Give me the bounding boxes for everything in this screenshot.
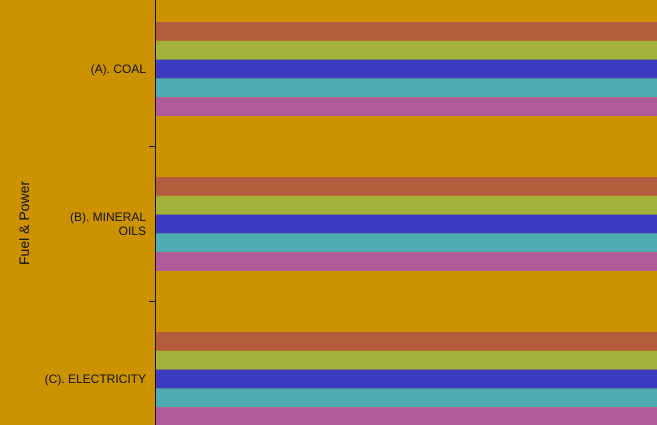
bar-cat3-series2 xyxy=(156,350,657,370)
bar-cat1-series2 xyxy=(156,40,657,60)
labels-layer: (A). COAL (B). MINERAL OILS (C). ELECTRICIT… xyxy=(45,62,147,386)
bars-layer xyxy=(156,22,657,425)
category-label-line: (C). ELECTRICITY xyxy=(45,372,146,386)
bar-cat1-series1 xyxy=(156,22,657,41)
ticks-layer xyxy=(149,146,156,302)
category-label: (C). ELECTRICITY xyxy=(45,372,146,386)
bar-cat3-series1 xyxy=(156,332,657,351)
category-label-line: (A). COAL xyxy=(91,62,147,76)
bar-cat1-series5 xyxy=(156,97,657,116)
bar-cat2-series1 xyxy=(156,177,657,196)
category-label: (A). COAL xyxy=(91,62,147,76)
category-label-line: OILS xyxy=(119,224,146,238)
bar-cat1-series3 xyxy=(156,59,657,79)
bar-cat3-series4 xyxy=(156,388,657,408)
bar-cat3-series5 xyxy=(156,407,657,425)
bar-cat2-series4 xyxy=(156,233,657,253)
bar-cat3-series3 xyxy=(156,369,657,389)
category-label: (B). MINERAL OILS xyxy=(70,210,146,238)
bar-cat2-series5 xyxy=(156,252,657,271)
bar-cat2-series2 xyxy=(156,195,657,215)
category-label-line: (B). MINERAL xyxy=(70,210,146,224)
bar-cat1-series4 xyxy=(156,78,657,98)
bar-cat2-series3 xyxy=(156,214,657,234)
y-axis-title: Fuel & Power xyxy=(16,181,32,265)
